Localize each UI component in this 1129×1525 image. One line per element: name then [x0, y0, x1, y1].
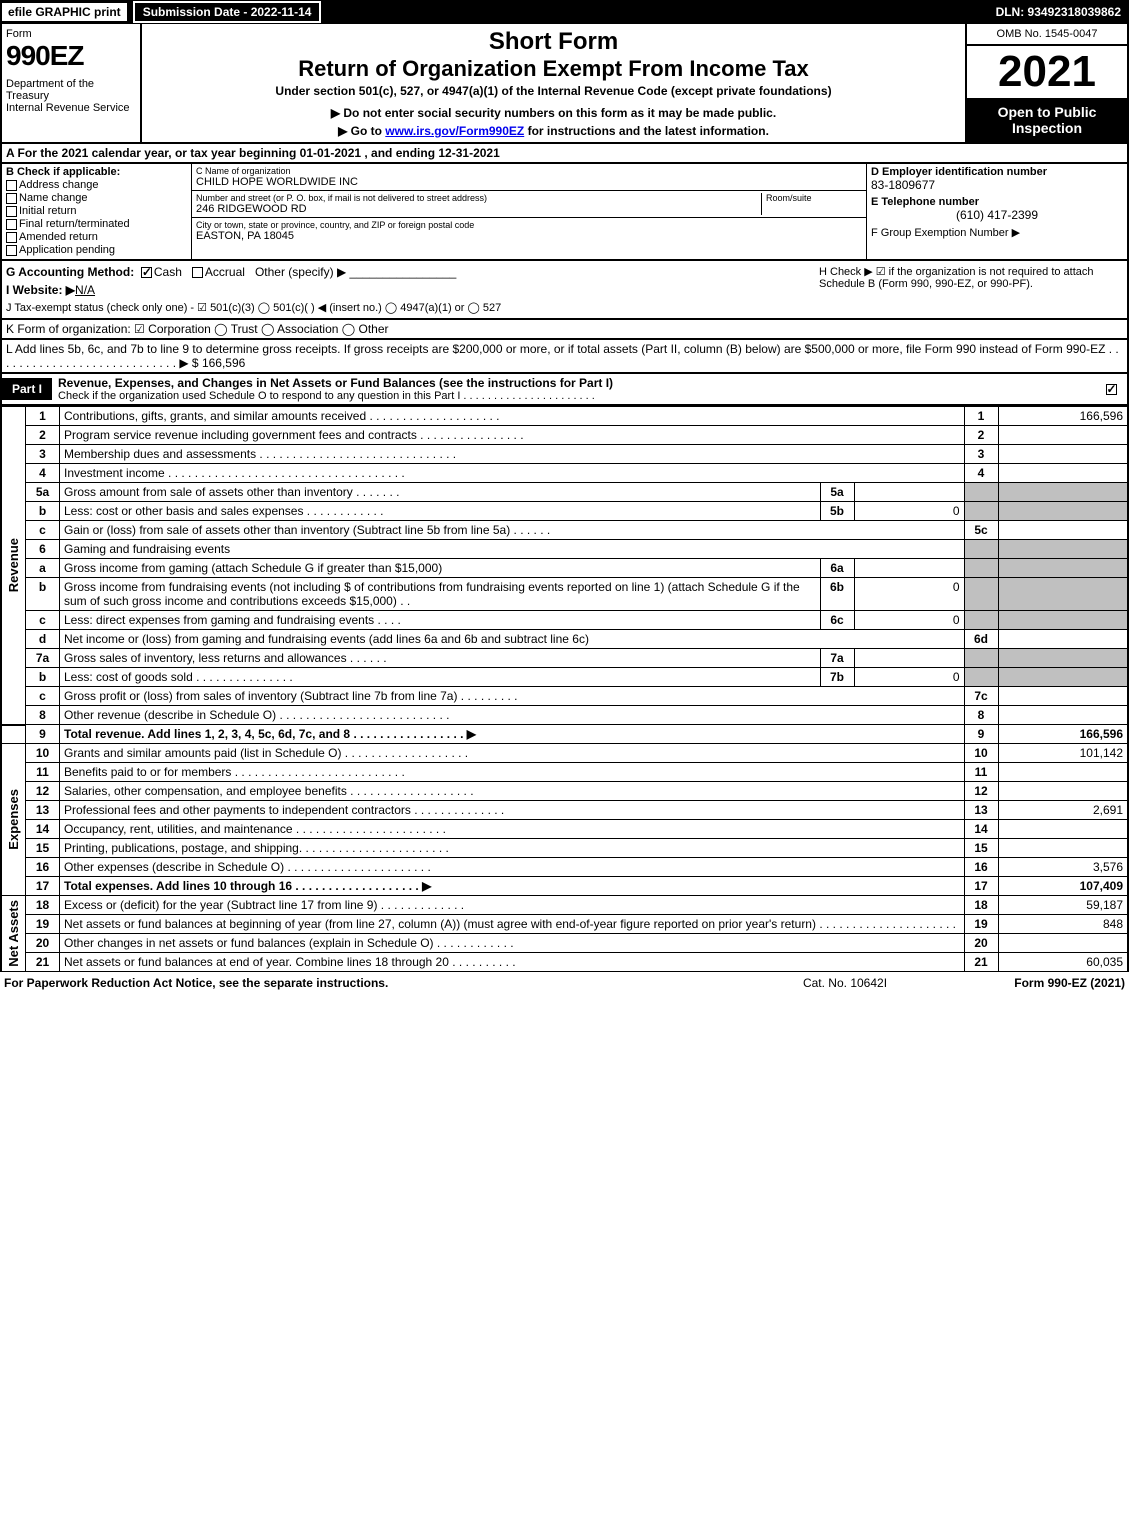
J-tax-exempt: J Tax-exempt status (check only one) - ☑…: [6, 301, 1123, 314]
line-2: 2Program service revenue including gover…: [1, 426, 1128, 445]
line-3: 3Membership dues and assessments . . . .…: [1, 445, 1128, 464]
form-label: Form: [6, 28, 136, 40]
form-page: efile GRAPHIC print Submission Date - 20…: [0, 0, 1129, 994]
org-city: EASTON, PA 18045: [196, 230, 862, 242]
header-center: Short Form Return of Organization Exempt…: [142, 24, 967, 142]
line-20: 20Other changes in net assets or fund ba…: [1, 934, 1128, 953]
line-19: 19Net assets or fund balances at beginni…: [1, 915, 1128, 934]
line-17: 17Total expenses. Add lines 10 through 1…: [1, 877, 1128, 896]
header-under: Under section 501(c), 527, or 4947(a)(1)…: [150, 84, 957, 98]
F-label: F Group Exemption Number ▶: [871, 226, 1123, 239]
line-5b: bLess: cost or other basis and sales exp…: [1, 502, 1128, 521]
open-inspection: Open to Public Inspection: [967, 98, 1127, 142]
line-5c: cGain or (loss) from sale of assets othe…: [1, 521, 1128, 540]
warn-ssn: ▶ Do not enter social security numbers o…: [150, 106, 957, 120]
line-6b: bGross income from fundraising events (n…: [1, 578, 1128, 611]
omb-number: OMB No. 1545-0047: [967, 24, 1127, 46]
line-8: 8Other revenue (describe in Schedule O) …: [1, 706, 1128, 725]
section-BCDEF: B Check if applicable: Address change Na…: [0, 164, 1129, 261]
tax-year: 2021: [967, 46, 1127, 98]
C-city-row: City or town, state or province, country…: [192, 218, 866, 244]
footer: For Paperwork Reduction Act Notice, see …: [0, 972, 1129, 994]
row-A: A For the 2021 calendar year, or tax yea…: [0, 144, 1129, 164]
line-7c: cGross profit or (loss) from sales of in…: [1, 687, 1128, 706]
org-street: 246 RIDGEWOOD RD: [196, 203, 757, 215]
telephone: (610) 417-2399: [871, 208, 1123, 222]
part1-header: Part I Revenue, Expenses, and Changes in…: [0, 374, 1129, 406]
col-DEF: D Employer identification number 83-1809…: [867, 164, 1127, 259]
revenue-side: Revenue: [6, 538, 21, 592]
line-5a: 5aGross amount from sale of assets other…: [1, 483, 1128, 502]
line-1: Revenue 1 Contributions, gifts, grants, …: [1, 407, 1128, 426]
form-header: Form 990EZ Department of the Treasury In…: [0, 24, 1129, 144]
chk-amended-return[interactable]: Amended return: [6, 231, 187, 243]
line-18: Net Assets 18Excess or (deficit) for the…: [1, 896, 1128, 915]
line-14: 14Occupancy, rent, utilities, and mainte…: [1, 820, 1128, 839]
lines-table: Revenue 1 Contributions, gifts, grants, …: [0, 406, 1129, 972]
C-addr-row: Number and street (or P. O. box, if mail…: [192, 191, 866, 218]
form-number: 990EZ: [6, 40, 136, 72]
col-B: B Check if applicable: Address change Na…: [2, 164, 192, 259]
footer-formid: Form 990-EZ (2021): [945, 976, 1125, 990]
col-C: C Name of organization CHILD HOPE WORLDW…: [192, 164, 867, 259]
line-6a: aGross income from gaming (attach Schedu…: [1, 559, 1128, 578]
row-L: L Add lines 5b, 6c, and 7b to line 9 to …: [0, 340, 1129, 374]
header-right: OMB No. 1545-0047 2021 Open to Public In…: [967, 24, 1127, 142]
line-11: 11Benefits paid to or for members . . . …: [1, 763, 1128, 782]
line-7a: 7aGross sales of inventory, less returns…: [1, 649, 1128, 668]
ein: 83-1809677: [871, 178, 1123, 192]
footer-paperwork: For Paperwork Reduction Act Notice, see …: [4, 976, 745, 990]
row-GHIJ: G Accounting Method: Cash Accrual Other …: [0, 261, 1129, 320]
line-10: Expenses 10Grants and similar amounts pa…: [1, 744, 1128, 763]
part1-title: Revenue, Expenses, and Changes in Net As…: [52, 374, 1097, 404]
short-form: Short Form: [150, 28, 957, 56]
line-21: 21Net assets or fund balances at end of …: [1, 953, 1128, 972]
chk-accrual[interactable]: [192, 267, 203, 278]
chk-final-return[interactable]: Final return/terminated: [6, 218, 187, 230]
chk-cash[interactable]: [141, 267, 152, 278]
header-left: Form 990EZ Department of the Treasury In…: [2, 24, 142, 142]
topbar: efile GRAPHIC print Submission Date - 20…: [0, 0, 1129, 24]
website-val: N/A: [75, 283, 95, 297]
line-12: 12Salaries, other compensation, and empl…: [1, 782, 1128, 801]
footer-catno: Cat. No. 10642I: [745, 976, 945, 990]
dln: DLN: 93492318039862: [988, 3, 1129, 21]
line-9: 9Total revenue. Add lines 1, 2, 3, 4, 5c…: [1, 725, 1128, 744]
C-name-row: C Name of organization CHILD HOPE WORLDW…: [192, 164, 866, 191]
chk-initial-return[interactable]: Initial return: [6, 205, 187, 217]
line-6d: dNet income or (loss) from gaming and fu…: [1, 630, 1128, 649]
D-label: D Employer identification number: [871, 166, 1123, 178]
line-16: 16Other expenses (describe in Schedule O…: [1, 858, 1128, 877]
part1-check[interactable]: [1097, 382, 1127, 396]
E-label: E Telephone number: [871, 196, 1123, 208]
expenses-side: Expenses: [6, 789, 21, 850]
dept: Department of the Treasury Internal Reve…: [6, 78, 136, 114]
line-6: 6Gaming and fundraising events: [1, 540, 1128, 559]
H-check: H Check ▶ ☑ if the organization is not r…: [819, 265, 1119, 290]
row-K: K Form of organization: ☑ Corporation ◯ …: [0, 320, 1129, 340]
netassets-side: Net Assets: [6, 900, 21, 967]
part1-label: Part I: [2, 378, 52, 400]
efile-print[interactable]: efile GRAPHIC print: [0, 1, 129, 23]
line-6c: cLess: direct expenses from gaming and f…: [1, 611, 1128, 630]
warn-goto: ▶ Go to www.irs.gov/Form990EZ for instru…: [150, 124, 957, 138]
submission-date: Submission Date - 2022-11-14: [133, 1, 322, 23]
chk-address-change[interactable]: Address change: [6, 179, 187, 191]
chk-name-change[interactable]: Name change: [6, 192, 187, 204]
line-4: 4Investment income . . . . . . . . . . .…: [1, 464, 1128, 483]
chk-application-pending[interactable]: Application pending: [6, 244, 187, 256]
irs-link[interactable]: www.irs.gov/Form990EZ: [385, 124, 524, 138]
line-13: 13Professional fees and other payments t…: [1, 801, 1128, 820]
B-label: B Check if applicable:: [6, 166, 120, 178]
header-title: Return of Organization Exempt From Incom…: [150, 56, 957, 82]
line-15: 15Printing, publications, postage, and s…: [1, 839, 1128, 858]
org-name: CHILD HOPE WORLDWIDE INC: [196, 176, 862, 188]
line-7b: bLess: cost of goods sold . . . . . . . …: [1, 668, 1128, 687]
